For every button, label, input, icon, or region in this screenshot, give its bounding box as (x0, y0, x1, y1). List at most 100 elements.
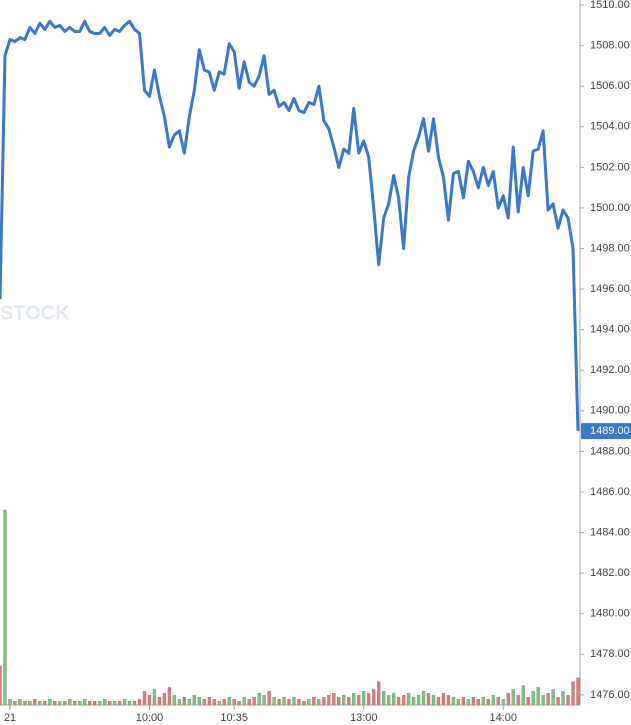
volume-bar (207, 697, 211, 706)
volume-bar (212, 699, 216, 706)
volume-bar (401, 695, 406, 706)
volume-bar (411, 697, 416, 706)
volume-bar (88, 700, 92, 706)
volume-bar (98, 700, 102, 706)
volume-bar (93, 700, 97, 706)
volume-bar (327, 695, 331, 706)
volume-bar (282, 697, 286, 706)
volume-bar (217, 700, 221, 706)
x-tick-label: 21 (4, 712, 16, 724)
volume-bar (516, 695, 520, 706)
volume-bar (28, 700, 32, 706)
volume-bar (546, 693, 550, 706)
volume-bar (177, 699, 182, 706)
volume-bar (396, 697, 401, 706)
volume-bar (491, 695, 495, 706)
volume-bar (252, 697, 256, 706)
volume-bar (137, 699, 142, 706)
y-tick-label: 1486.00 (590, 486, 630, 498)
volume-bar (357, 695, 361, 706)
volume-bar (172, 695, 177, 706)
volume-bar (352, 693, 356, 706)
volume-bar (83, 699, 87, 706)
y-tick-label: 1480.00 (590, 608, 630, 620)
volume-bar (157, 697, 162, 706)
y-tick-label: 1490.00 (590, 405, 630, 417)
volume-bar (0, 665, 2, 706)
volume-bar (571, 681, 575, 706)
volume-bar (576, 677, 580, 706)
volume-bar (506, 693, 510, 706)
y-tick-label: 1476.00 (590, 689, 630, 701)
y-tick-label: 1494.00 (590, 324, 630, 336)
volume-bar (187, 699, 191, 706)
volume-bar (511, 689, 515, 706)
volume-bar (387, 695, 391, 706)
volume-bar (192, 695, 196, 706)
volume-bar (18, 699, 22, 706)
volume-bar (222, 699, 226, 706)
y-tick-label: 1482.00 (590, 567, 630, 579)
volume-bar (531, 691, 535, 706)
volume-bar (122, 699, 127, 706)
volume-bar (377, 681, 381, 706)
volume-bar (406, 693, 411, 706)
volume-bar (132, 700, 137, 706)
last-price-box (581, 423, 631, 440)
volume-bar (242, 697, 246, 706)
volume-bar (446, 695, 451, 706)
volume-bar (481, 697, 485, 706)
volume-bar (322, 697, 326, 706)
volume-bar (117, 700, 122, 706)
volume-bar (566, 695, 570, 706)
volume-bar (292, 697, 296, 706)
volume-bar (63, 700, 67, 706)
volume-bar (152, 689, 157, 706)
volume-bar (456, 699, 461, 706)
volume-bar (267, 691, 271, 706)
volume-bar (391, 693, 396, 706)
volume-bar (127, 700, 132, 706)
volume-bar (68, 699, 72, 706)
y-tick-label: 1500.00 (590, 202, 630, 214)
volume-bar (182, 697, 187, 706)
volume-bar (436, 697, 441, 706)
y-tick-label: 1508.00 (590, 40, 630, 52)
volume-bar (461, 697, 466, 706)
volume-bar (287, 699, 291, 706)
volume-bar (332, 693, 336, 706)
volume-bar (501, 699, 505, 706)
volume-bar (297, 699, 301, 706)
volume-bar (78, 700, 82, 706)
volume-bar (232, 699, 236, 706)
volume-bar (23, 700, 27, 706)
volume-bar (466, 699, 471, 706)
y-tick-label: 1496.00 (590, 283, 630, 295)
volume-bar (107, 700, 112, 706)
x-tick-label: 10:35 (220, 712, 248, 724)
volume-bar (342, 695, 346, 706)
y-tick-label: 1504.00 (590, 121, 630, 133)
volume-bar (307, 699, 311, 706)
volume-bar (312, 697, 316, 706)
volume-bar (372, 689, 376, 706)
volume-bar (202, 699, 206, 706)
volume-bar (167, 687, 172, 706)
volume-bar (561, 691, 565, 706)
volume-bar (13, 700, 17, 706)
y-tick-label: 1488.00 (590, 445, 630, 457)
volume-bar (162, 693, 167, 706)
volume-bar (48, 699, 52, 706)
volume-bar (556, 697, 560, 706)
volume-bar (362, 691, 366, 706)
volume-bar (147, 695, 152, 706)
y-tick-label: 1506.00 (590, 80, 630, 92)
volume-bar (526, 697, 530, 706)
volume-bar (367, 693, 371, 706)
watermark: STOCK (0, 302, 70, 324)
volume-bar (451, 697, 456, 706)
volume-bar (471, 697, 476, 706)
volume-bar (38, 700, 42, 706)
volume-bar (8, 699, 12, 706)
